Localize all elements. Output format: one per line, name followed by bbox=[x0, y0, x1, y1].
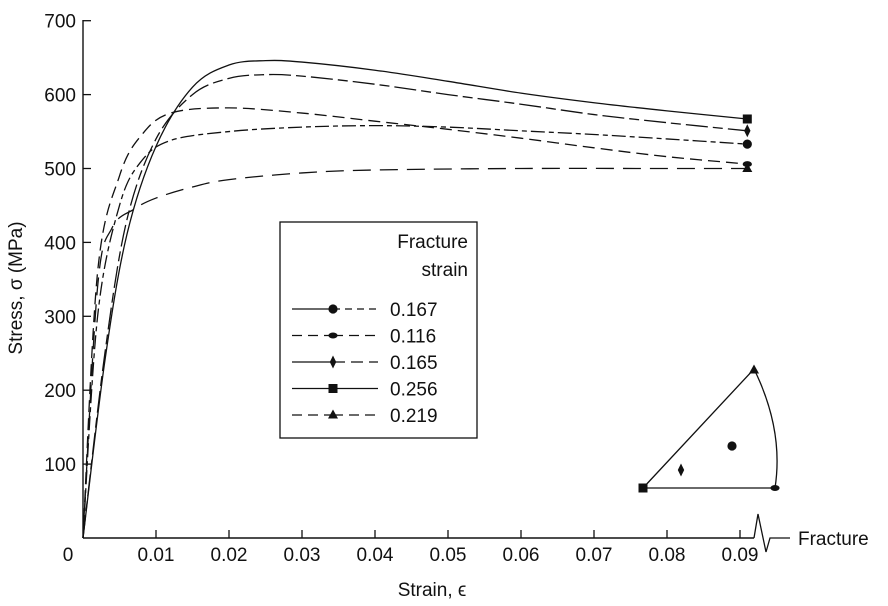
series-curve-0.256 bbox=[82, 59, 748, 539]
legend-marker-0.167 bbox=[328, 304, 338, 314]
series-end-marker-0.165 bbox=[744, 124, 751, 138]
series-curve-0.219 bbox=[82, 167, 748, 539]
legend-marker-0.256 bbox=[328, 384, 338, 393]
x-axis-break bbox=[753, 513, 790, 553]
legend-box bbox=[279, 221, 478, 439]
inset-marker-triangle bbox=[749, 364, 759, 374]
legend: Fracture strain 0.167 0.116 0.165 0.256 0.21… bbox=[279, 221, 478, 439]
x-tick-label: 0.08 bbox=[649, 545, 686, 566]
x-tick-label: 0.05 bbox=[430, 545, 467, 566]
y-tick-label: 200 bbox=[44, 381, 76, 402]
legend-label: 0.256 bbox=[390, 380, 438, 401]
x-tick-label: 0.03 bbox=[284, 545, 321, 566]
legend-title-line2: strain bbox=[422, 260, 468, 281]
x-tick-label: 0.02 bbox=[211, 545, 248, 566]
inset-marker-oval bbox=[770, 485, 780, 491]
legend-label: 0.165 bbox=[390, 353, 438, 374]
legend-marker-0.165 bbox=[329, 355, 337, 369]
series-curve-0.167 bbox=[82, 124, 748, 539]
series-end-marker-0.167 bbox=[742, 139, 752, 149]
end-markers bbox=[742, 114, 753, 172]
curves bbox=[82, 59, 748, 539]
inset-marker-circle bbox=[727, 441, 737, 451]
legend-label: 0.167 bbox=[390, 300, 438, 321]
x-tick-label: 0.07 bbox=[576, 545, 613, 566]
legend-marker-0.219 bbox=[328, 409, 338, 419]
series-curve-0.165 bbox=[82, 73, 748, 539]
axes: 0 0.01 0.02 0.03 0.04 0.05 0.06 0.07 0.08 0.09 100… bbox=[44, 12, 790, 566]
y-axis-label: Stress, σ (MPa) bbox=[6, 221, 27, 354]
legend-label: 0.116 bbox=[390, 327, 436, 348]
series-end-marker-0.219 bbox=[742, 163, 753, 172]
x-tick-label: 0 bbox=[63, 545, 74, 566]
inset-marker-diamond bbox=[677, 463, 685, 477]
inset-orientation-triangle bbox=[638, 364, 780, 493]
series-curve-0.116 bbox=[82, 107, 748, 539]
series-end-marker-0.256 bbox=[742, 114, 752, 124]
x-axis-label: Strain, ϵ bbox=[398, 580, 467, 601]
fracture-label: Fracture bbox=[798, 529, 869, 550]
y-tick-label: 700 bbox=[44, 12, 76, 33]
x-tick-label: 0.09 bbox=[722, 545, 759, 566]
legend-title-line1: Fracture bbox=[397, 232, 468, 253]
inset-triangle-outline bbox=[641, 367, 778, 489]
y-tick-label: 500 bbox=[44, 160, 76, 181]
y-tick-label: 400 bbox=[44, 233, 76, 254]
y-tick-label: 300 bbox=[44, 307, 76, 328]
legend-entries: 0.167 0.116 0.165 0.256 0.219 bbox=[292, 300, 438, 427]
y-tick-label: 100 bbox=[44, 455, 76, 476]
x-tick-label: 0.04 bbox=[357, 545, 394, 566]
legend-marker-0.116 bbox=[328, 332, 338, 339]
legend-label: 0.219 bbox=[390, 406, 438, 427]
x-tick-label: 0.01 bbox=[138, 545, 175, 566]
y-tick-label: 600 bbox=[44, 86, 76, 107]
inset-marker-square bbox=[638, 483, 648, 493]
x-tick-label: 0.06 bbox=[503, 545, 540, 566]
